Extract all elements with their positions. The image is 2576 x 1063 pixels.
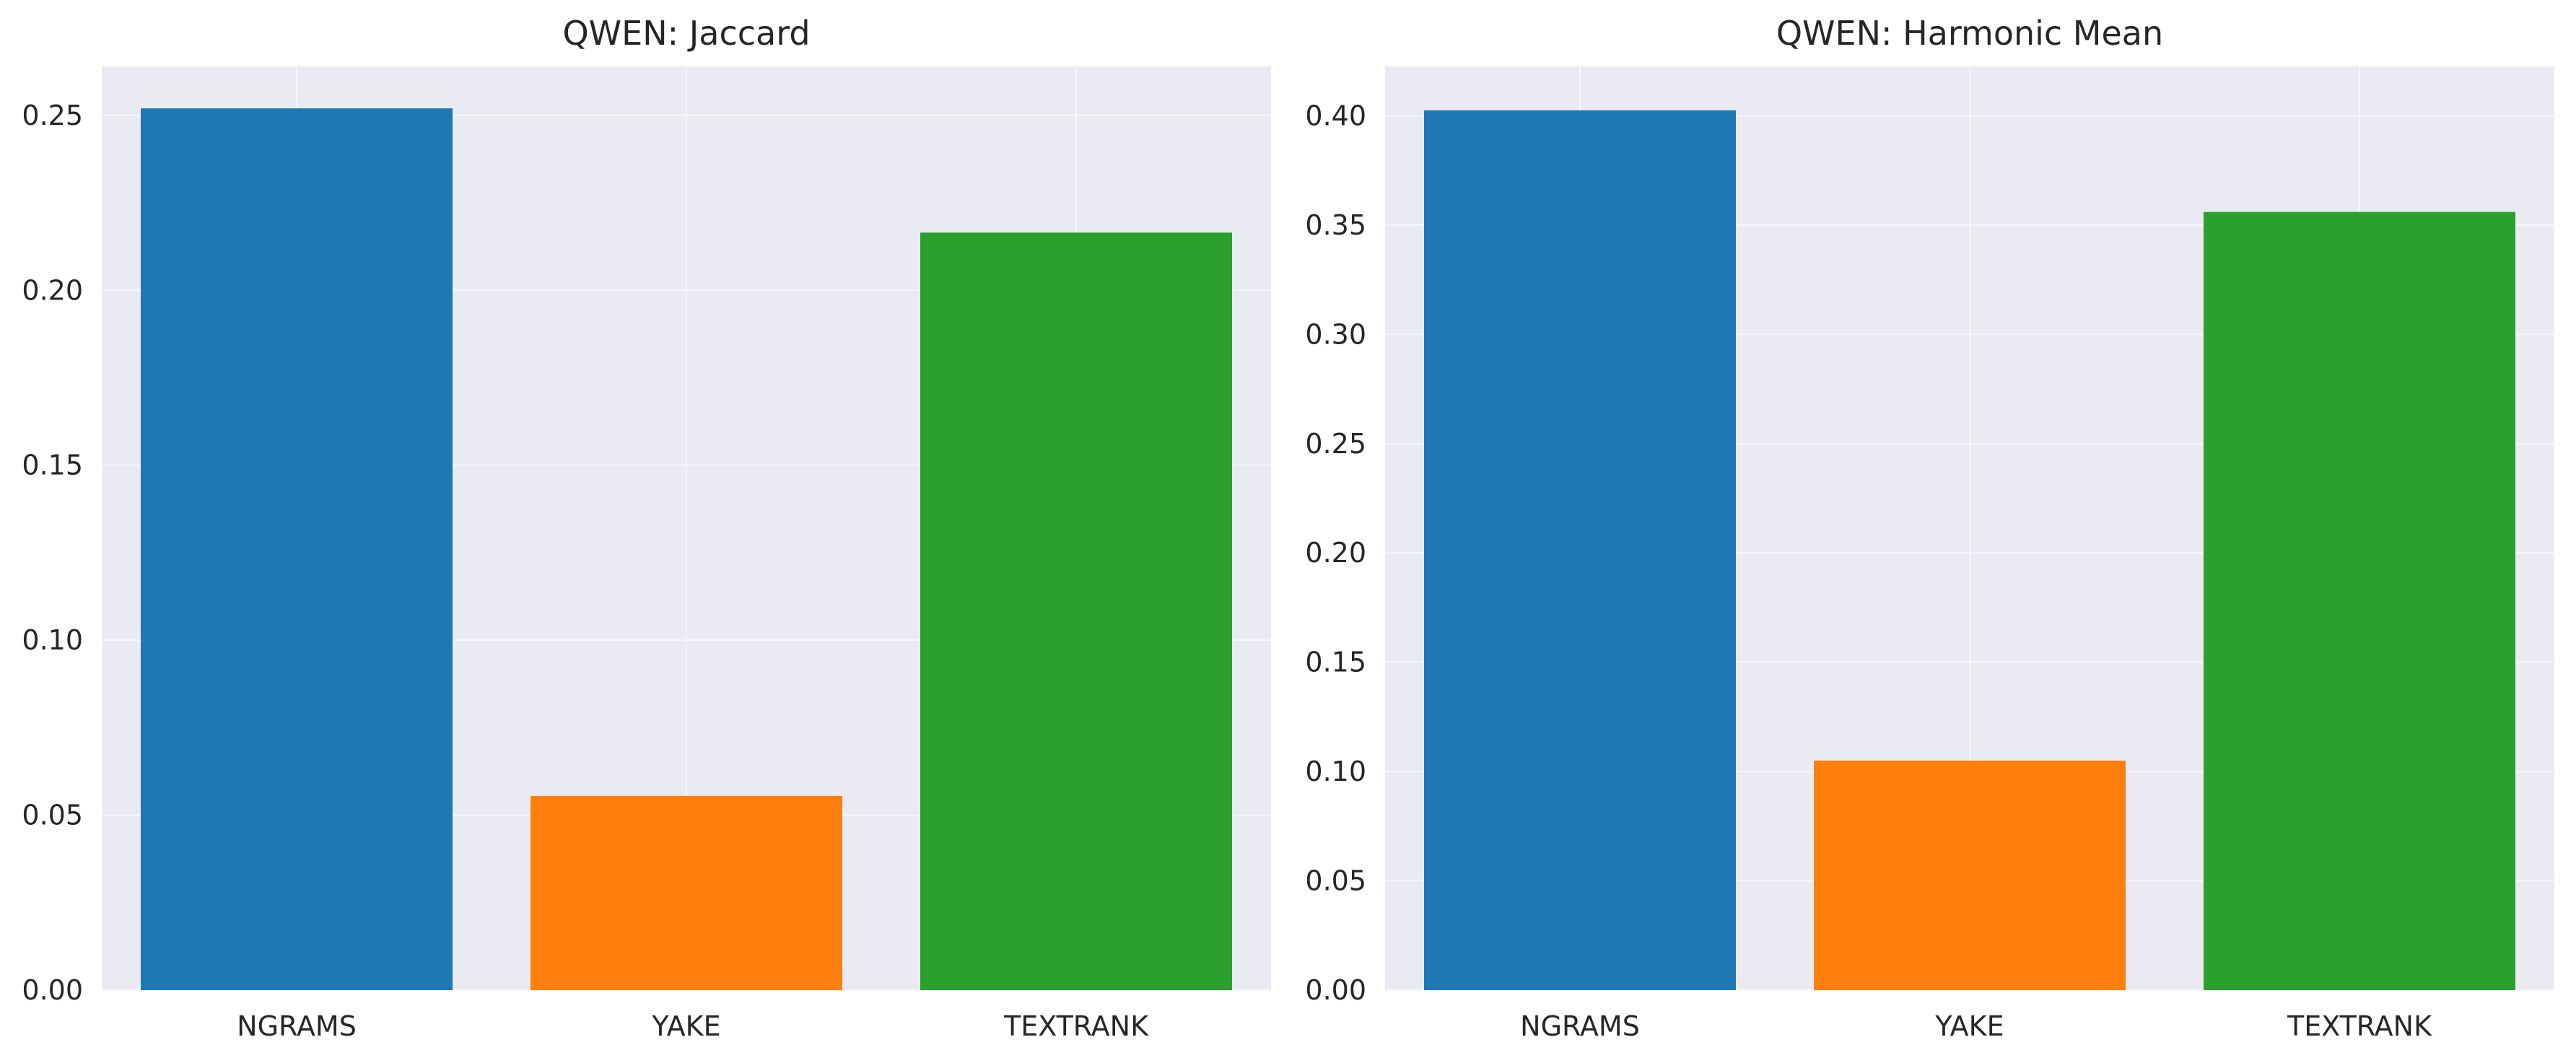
y-tick-label: 0.05 xyxy=(1305,865,1366,897)
chart-panel-1: 0.00 0.05 0.10 0.15 0.20 0.25 NGRAMS YAKE TEXTRA… xyxy=(22,14,1271,1042)
y-tick-label: 0.30 xyxy=(1305,318,1366,350)
x-tick-label: NGRAMS xyxy=(1520,1010,1640,1042)
y-tick-label: 0.20 xyxy=(22,274,83,306)
x-tick-label: NGRAMS xyxy=(237,1010,357,1042)
x-tick-label: YAKE xyxy=(1934,1010,2004,1042)
bar-textrank xyxy=(920,232,1232,991)
bar-textrank xyxy=(2204,211,2515,990)
y-tick-label: 0.25 xyxy=(1305,428,1366,460)
y-tick-label: 0.25 xyxy=(22,100,83,131)
chart-title: QWEN: Harmonic Mean xyxy=(1776,14,2163,53)
y-tick-label: 0.15 xyxy=(1305,647,1366,678)
y-tick-label: 0.15 xyxy=(22,450,83,481)
bar-yake xyxy=(531,795,842,990)
chart-title: QWEN: Jaccard xyxy=(562,14,810,53)
bar-ngrams xyxy=(141,108,453,990)
chart-panel-2: 0.00 0.05 0.10 0.15 0.20 0.25 0.30 0.35 0.40 NGRA… xyxy=(1305,14,2554,1042)
y-tick-label: 0.10 xyxy=(22,624,83,656)
y-tick-label: 0.10 xyxy=(1305,756,1366,787)
y-tick-label: 0.00 xyxy=(1305,974,1366,1006)
y-tick-label: 0.20 xyxy=(1305,537,1366,569)
y-tick-label: 0.35 xyxy=(1305,209,1366,241)
bar-ngrams xyxy=(1424,110,1736,991)
x-tick-label: TEXTRANK xyxy=(2287,1010,2432,1042)
y-tick-label: 0.40 xyxy=(1305,100,1366,131)
x-tick-label: YAKE xyxy=(651,1010,720,1042)
y-tick-label: 0.00 xyxy=(22,974,83,1006)
y-tick-label: 0.05 xyxy=(22,800,83,831)
bar-yake xyxy=(1814,760,2126,990)
x-tick-label: TEXTRANK xyxy=(1003,1010,1149,1042)
